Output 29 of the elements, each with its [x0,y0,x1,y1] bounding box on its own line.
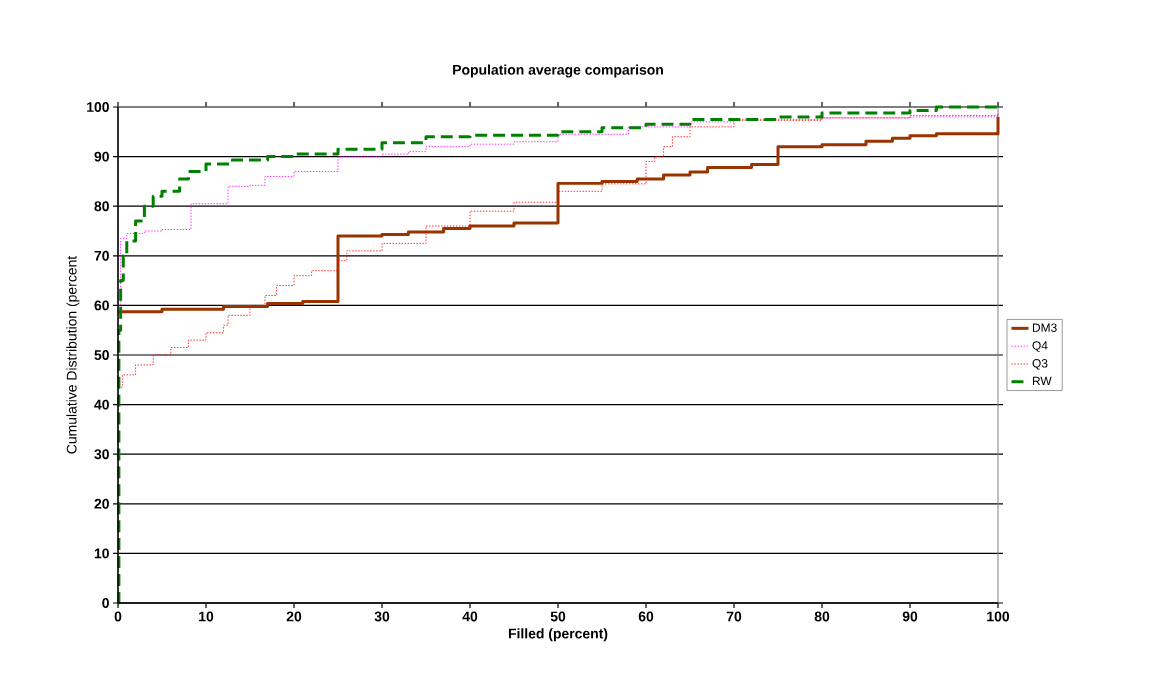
x-axis-title: Filled (percent) [508,628,608,642]
y-axis-title: Cumulative Distribution (percent [66,255,80,454]
x-tick-label: 0 [114,611,122,622]
legend-label: DM3 [1032,323,1057,332]
x-tick-label: 100 [987,611,1010,622]
x-tick-label: 60 [638,611,654,622]
legend-label: Q3 [1032,359,1048,370]
y-tick-label: 0 [102,598,109,608]
x-tick-label: 90 [902,611,918,622]
x-tick-label: 20 [286,611,302,622]
y-tick-label: 30 [94,449,109,460]
x-tick-label: 40 [462,611,478,622]
x-tick-label: 30 [374,611,390,622]
y-tick-label: 10 [94,548,109,559]
y-tick-label: 100 [87,102,109,112]
x-tick-label: 70 [726,611,742,622]
y-tick-label: 50 [94,350,109,360]
y-tick-label: 90 [94,151,109,162]
legend-label: RW [1032,376,1052,386]
x-tick-label: 50 [550,611,566,622]
legend-label: Q4 [1032,341,1048,352]
x-tick-label: 10 [199,611,214,622]
y-tick-label: 20 [94,498,109,509]
y-tick-label: 40 [94,399,109,410]
y-tick-label: 60 [94,300,109,311]
y-tick-label: 80 [94,201,109,212]
chart-title: Population average comparison [453,64,663,78]
y-tick-label: 70 [94,250,109,261]
x-tick-label: 80 [814,611,830,622]
